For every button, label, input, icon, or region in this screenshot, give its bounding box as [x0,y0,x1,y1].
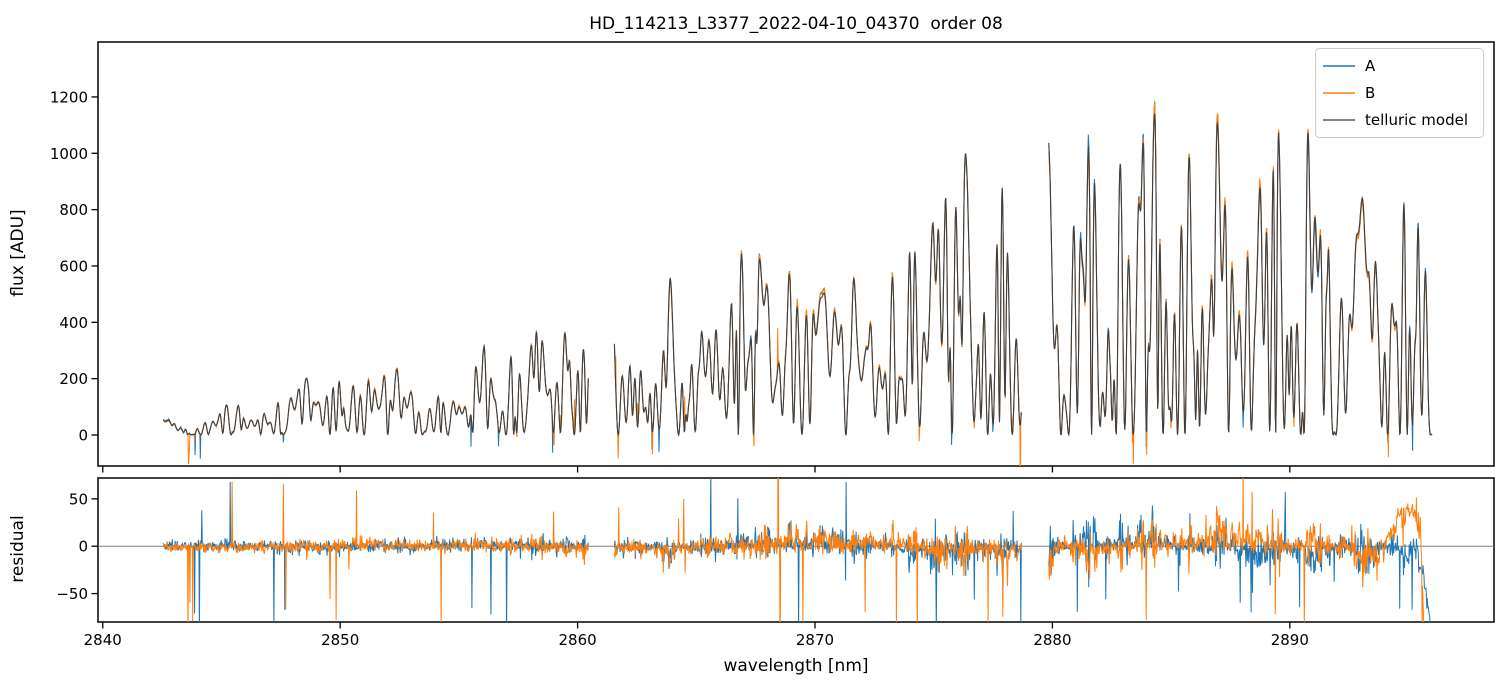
residual-tick-label: −50 [56,585,88,603]
legend-box [1315,48,1484,138]
flux-tick-label: 400 [59,314,88,332]
residual-axis-label: residual [8,515,28,582]
x-tick-label: 2840 [84,631,122,649]
flux-tick-label: 0 [78,427,88,445]
flux-tick-label: 600 [59,257,88,275]
flux-tick-label: 1000 [50,145,88,163]
x-tick-label: 2870 [796,631,834,649]
flux-panel-data [162,100,1433,466]
series-b-path [163,100,1433,466]
series-a-path [162,101,1433,459]
residual-tick-label: 50 [69,490,88,508]
residual-panel-data [98,478,1494,622]
flux-tick-label: 200 [59,370,88,388]
xaxis-label: wavelength [nm] [723,656,868,676]
axes: 2840 2850 2860 2870 2880 2890 0 200 400 600 800 100… [50,41,1495,649]
flux-tick-label: 1200 [50,88,88,106]
x-tick-label: 2890 [1271,631,1309,649]
chart-title: HD_114213_L3377_2022-04-10_04370 order 0… [589,14,1003,34]
flux-tick-label: 800 [59,201,88,219]
residual-panel-frame [97,477,1495,623]
legend-label-b: B [1365,84,1375,102]
x-tick-label: 2880 [1033,631,1071,649]
flux-axis-label: flux [ADU] [8,209,28,296]
x-tick-label: 2860 [558,631,596,649]
flux-panel-frame [97,41,1495,467]
residual-tick-label: 0 [78,538,88,556]
residual-a-path [162,478,1431,622]
legend: A B telluric model [1315,48,1484,138]
telluric-model-path [163,113,1432,437]
x-tick-label: 2850 [321,631,359,649]
legend-label-telluric: telluric model [1365,111,1468,129]
residual-b-path [162,478,1425,622]
legend-label-a: A [1365,57,1376,75]
